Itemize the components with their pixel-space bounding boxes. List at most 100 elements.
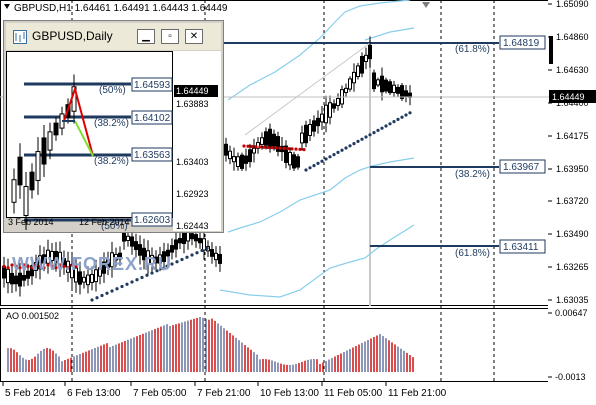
- candle-body: [308, 124, 312, 136]
- psar-dot: [38, 264, 42, 268]
- fib-label-price-1: 1.64819: [503, 38, 540, 49]
- psar-dot: [388, 122, 392, 126]
- psar-dot: [274, 146, 278, 150]
- price-axis-label: 1.65090: [556, 0, 589, 9]
- daily-price-tick: 1.63403: [176, 157, 209, 167]
- daily-fib-price-1: 1.64593: [134, 80, 171, 91]
- time-axis: 5 Feb 2014 6 Feb 13:00 7 Feb 05:00 7 Feb 21…: [2, 382, 447, 399]
- daily-price-axis: 1.63883 1.63403 1.62923 1.62443: [176, 99, 209, 231]
- psar-dot: [242, 144, 246, 148]
- psar-dot: [340, 148, 344, 152]
- bollinger-bands: [219, 0, 415, 298]
- price-axis-label: 1.63720: [556, 196, 589, 206]
- time-axis-label: 11 Feb 05:00: [324, 388, 383, 399]
- daily-time-label-1: 3 Feb 2014: [8, 217, 54, 227]
- candle-body: [292, 154, 296, 169]
- daily-candle-body: [11, 179, 17, 203]
- minimize-button[interactable]: ▁: [137, 29, 155, 44]
- psar-dot: [140, 275, 144, 280]
- psar-dot: [2, 264, 6, 268]
- candle-body: [300, 132, 304, 144]
- candle-body: [178, 238, 182, 244]
- psar-dot: [185, 255, 189, 259]
- psar-dot: [344, 146, 348, 150]
- psar-dot: [270, 146, 274, 150]
- candle-body: [224, 143, 228, 156]
- candle-body: [142, 247, 146, 261]
- daily-candle-body: [53, 122, 59, 136]
- candle-body: [118, 252, 122, 260]
- psar-dot: [290, 147, 294, 151]
- psar-dot: [145, 273, 149, 277]
- daily-fib-pct-3: (38.2%): [94, 156, 129, 167]
- psar-dot: [356, 139, 360, 143]
- candle-body: [166, 249, 170, 257]
- psar-dot: [105, 291, 109, 295]
- fib-label-pct-1: (61.8%): [455, 44, 490, 55]
- psar-dot: [368, 133, 372, 137]
- candle-body: [244, 155, 248, 164]
- candle-body: [46, 249, 50, 264]
- psar-dot: [66, 266, 70, 270]
- candle-body: [364, 54, 368, 62]
- daily-candle-body: [47, 131, 53, 151]
- candle-body: [122, 231, 126, 242]
- psar-dot: [308, 166, 312, 170]
- candle-body: [74, 267, 78, 283]
- daily-price-tick: 1.62923: [176, 189, 209, 199]
- time-axis-label: 10 Feb 13:00: [260, 388, 319, 399]
- psar-dot: [304, 168, 308, 172]
- candle-body: [162, 251, 166, 262]
- daily-fib-pct-1: (50%): [99, 85, 126, 96]
- candle-body: [344, 87, 348, 93]
- candle-body: [380, 75, 384, 93]
- candle-body: [214, 252, 218, 261]
- candle-body: [404, 90, 408, 97]
- psar-dot: [312, 164, 316, 168]
- psar-dot: [62, 264, 66, 268]
- restore-button[interactable]: ▫: [161, 29, 179, 44]
- psar-dot: [246, 144, 250, 148]
- candle-body: [18, 272, 22, 287]
- ao-label: AO 0.001502: [6, 311, 59, 321]
- daily-chart-window[interactable]: GBPUSD,Daily ▁ ▫ ✕ (50%) 1.6: [3, 20, 224, 233]
- candle-body: [260, 137, 264, 145]
- candle-body: [352, 71, 356, 84]
- candle-body: [102, 261, 106, 274]
- chart-shift-icon[interactable]: [422, 2, 430, 8]
- restore-icon: ▫: [168, 31, 172, 42]
- psar-dot: [254, 145, 258, 149]
- daily-fib-price-3: 1.63563: [134, 150, 171, 161]
- ao-histogram: [7, 317, 414, 372]
- psar-dot: [130, 280, 134, 284]
- candle-body: [30, 265, 34, 277]
- psar-dot: [324, 157, 328, 161]
- psar-dot: [404, 113, 408, 117]
- psar-dot: [95, 296, 99, 300]
- price-scroll-marker[interactable]: [549, 36, 553, 64]
- close-button[interactable]: ✕: [185, 29, 203, 44]
- chart-menu-icon[interactable]: [4, 4, 10, 9]
- price-axis: 1.650901.648601.646301.644001.641751.639…: [548, 0, 589, 305]
- psar-dot: [125, 282, 129, 286]
- parabolic-sar: [2, 111, 412, 302]
- psar-dot: [115, 287, 119, 291]
- daily-candle-body: [23, 186, 29, 216]
- candle-body: [210, 249, 214, 257]
- candle-body: [26, 270, 30, 279]
- candle-body: [150, 254, 154, 264]
- daily-trend-lines: [62, 85, 94, 157]
- psar-dot: [100, 293, 104, 298]
- daily-chart-canvas[interactable]: (50%) 1.64593 (38.2%) 1.64102 (38.2%) 1.…: [6, 51, 221, 231]
- ao-axis-top: 0.00647: [555, 308, 588, 318]
- candle-body: [372, 72, 376, 90]
- psar-dot: [316, 161, 320, 165]
- price-axis-label: 1.64630: [556, 65, 589, 75]
- fib-labels-main: (61.8%) 1.64819 (38.2%) 1.63967 (61.8%) …: [455, 35, 546, 259]
- daily-window-titlebar[interactable]: GBPUSD,Daily ▁ ▫ ✕: [6, 23, 221, 50]
- candle-body: [236, 156, 240, 167]
- psar-dot: [150, 271, 154, 275]
- psar-dot: [352, 142, 356, 146]
